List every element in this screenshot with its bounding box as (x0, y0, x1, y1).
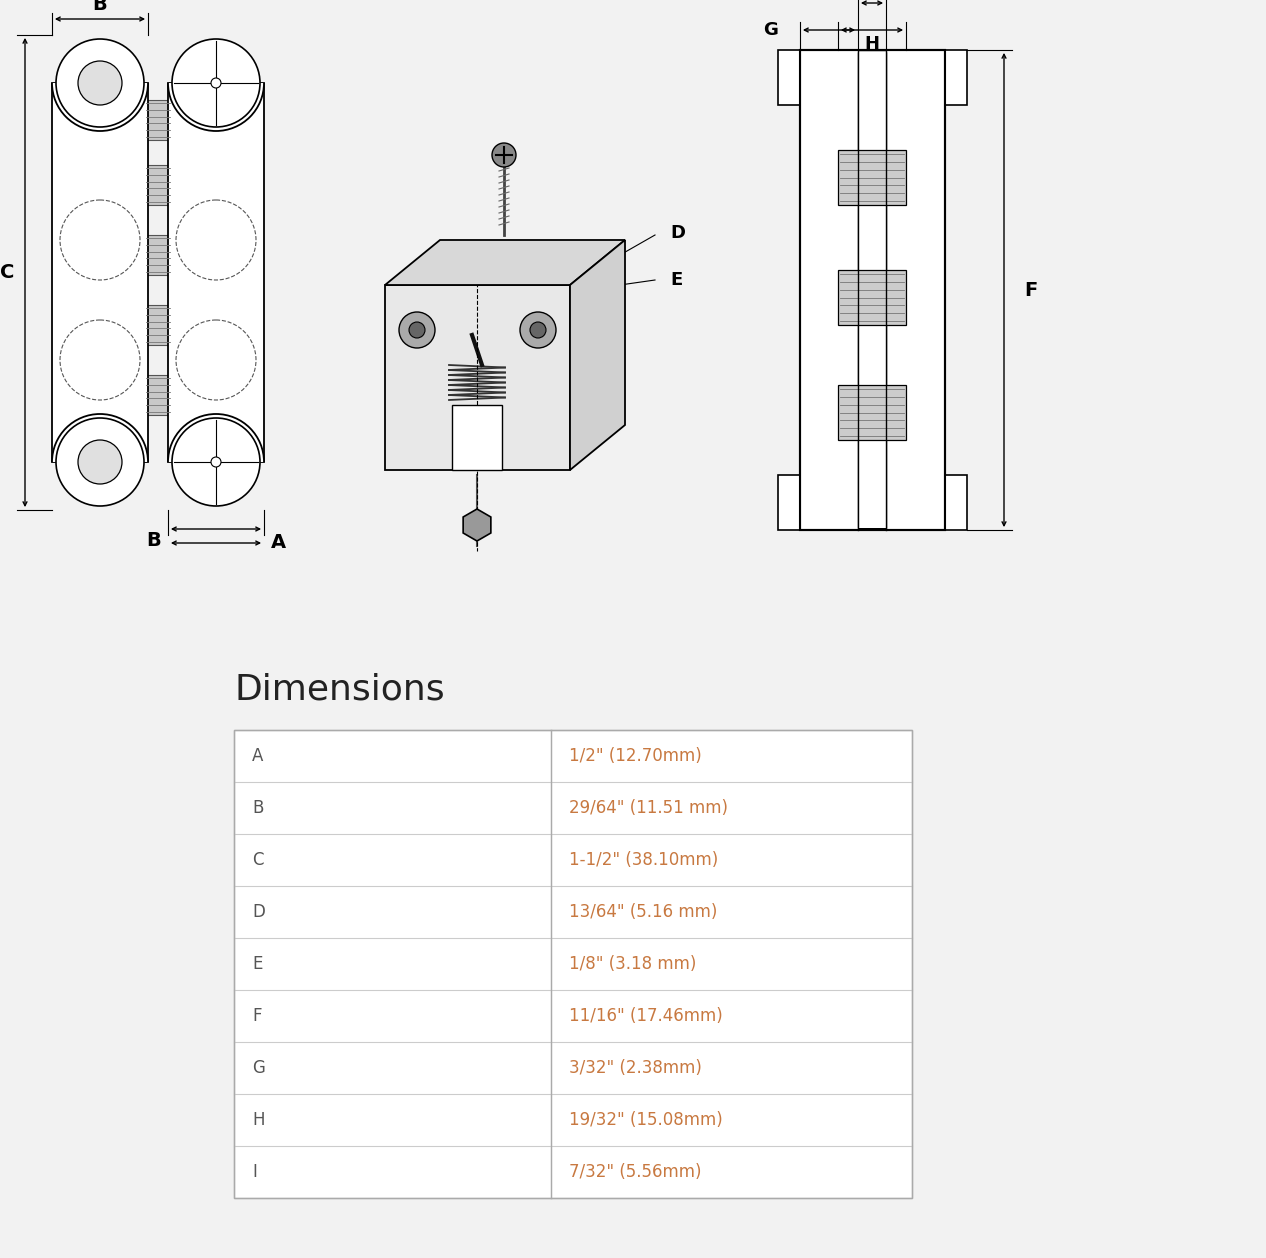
Circle shape (172, 39, 260, 127)
Circle shape (56, 418, 144, 506)
Bar (838, 150, 906, 205)
Text: 11/16" (17.46mm): 11/16" (17.46mm) (568, 1006, 723, 1025)
Polygon shape (385, 286, 570, 470)
Bar (838, 385, 906, 440)
Circle shape (78, 440, 122, 484)
Polygon shape (385, 240, 625, 286)
Text: 29/64" (11.51 mm): 29/64" (11.51 mm) (568, 799, 728, 816)
Text: G: G (252, 1059, 265, 1077)
Circle shape (530, 322, 546, 338)
Text: D: D (252, 903, 265, 921)
Text: B: B (252, 799, 263, 816)
Bar (858, 52, 886, 528)
Text: 19/32" (15.08mm): 19/32" (15.08mm) (568, 1111, 723, 1128)
Bar (452, 405, 503, 470)
Text: B: B (147, 531, 161, 551)
Polygon shape (570, 240, 625, 470)
Wedge shape (168, 83, 265, 131)
Bar (146, 375, 170, 415)
Text: 1-1/2" (38.10mm): 1-1/2" (38.10mm) (568, 850, 718, 869)
Text: 7/32" (5.56mm): 7/32" (5.56mm) (568, 1162, 701, 1181)
Circle shape (56, 39, 144, 127)
Polygon shape (463, 509, 491, 541)
Bar (800, 50, 944, 530)
Text: Dimensions: Dimensions (234, 673, 444, 707)
Bar (146, 304, 170, 345)
Text: A: A (271, 533, 286, 552)
Text: C: C (252, 850, 263, 869)
Bar (858, 52, 886, 528)
Bar (146, 235, 170, 276)
Wedge shape (168, 414, 265, 462)
Circle shape (211, 78, 222, 88)
Wedge shape (52, 83, 148, 131)
Bar (168, 83, 265, 462)
Text: H: H (252, 1111, 265, 1128)
Text: E: E (252, 955, 262, 972)
Bar (944, 476, 967, 530)
Bar (779, 476, 800, 530)
Circle shape (492, 143, 517, 167)
Text: F: F (1024, 281, 1037, 299)
Text: 1/8" (3.18 mm): 1/8" (3.18 mm) (568, 955, 696, 972)
Text: 3/32" (2.38mm): 3/32" (2.38mm) (568, 1059, 701, 1077)
Circle shape (399, 312, 436, 348)
Text: 13/64" (5.16 mm): 13/64" (5.16 mm) (568, 903, 717, 921)
Circle shape (172, 418, 260, 506)
Circle shape (520, 312, 556, 348)
Bar (800, 50, 944, 530)
Bar (234, 730, 912, 1198)
Bar (234, 730, 912, 1198)
Text: G: G (763, 21, 779, 39)
Text: F: F (252, 1006, 262, 1025)
Text: A: A (252, 747, 263, 765)
Circle shape (78, 60, 122, 104)
Text: E: E (670, 270, 682, 289)
Circle shape (211, 457, 222, 467)
Text: B: B (92, 0, 108, 15)
Text: D: D (670, 224, 685, 242)
Text: C: C (0, 263, 14, 282)
Bar (779, 50, 800, 104)
Bar (146, 165, 170, 205)
Bar (52, 83, 148, 462)
Bar (838, 270, 906, 325)
Wedge shape (52, 414, 148, 462)
Bar (944, 50, 967, 104)
Text: I: I (252, 1162, 257, 1181)
Text: H: H (865, 35, 880, 53)
Circle shape (409, 322, 425, 338)
Bar (146, 99, 170, 140)
Text: 1/2" (12.70mm): 1/2" (12.70mm) (568, 747, 701, 765)
